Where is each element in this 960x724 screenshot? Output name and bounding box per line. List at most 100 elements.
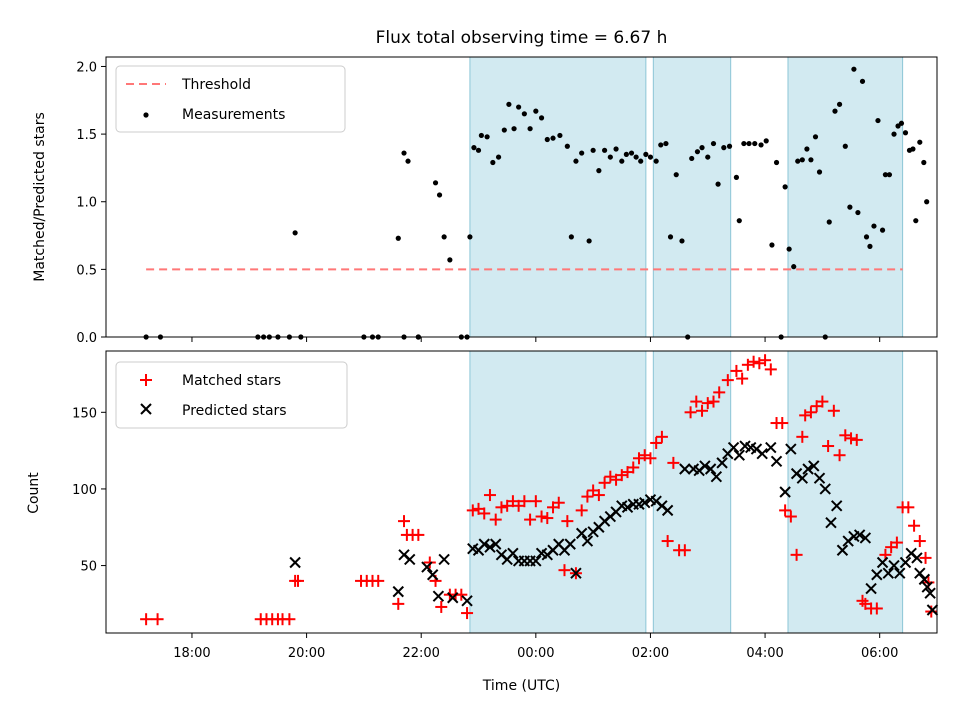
measurement-point [521, 111, 527, 117]
measurement-point [653, 158, 659, 164]
measurement-point [533, 108, 539, 114]
predicted-star-point [926, 604, 939, 616]
matched-star-point [435, 600, 448, 613]
measurement-point [623, 151, 629, 157]
measurement-point [596, 168, 602, 174]
legend-matched-swatch [140, 374, 152, 386]
matched-star-point [398, 515, 411, 528]
measurement-point [721, 145, 727, 151]
legend-predicted-swatch [140, 403, 152, 415]
measurement-point [550, 135, 556, 141]
top-y-tick-label: 0.0 [76, 331, 97, 346]
measurement-point [826, 219, 832, 225]
measurement-points [143, 66, 930, 340]
matched-star-point [466, 504, 479, 517]
measurement-point [667, 234, 674, 240]
measurement-point [436, 192, 443, 198]
measurement-point [602, 147, 608, 153]
predicted-star-point [564, 538, 576, 550]
predicted-star-point [876, 556, 889, 569]
matched-star-point [661, 535, 674, 548]
predicted-star-point [924, 587, 936, 599]
bottom-y-tick-label: 50 [80, 560, 97, 575]
predicted-star-point [575, 527, 588, 540]
measurement-point [917, 139, 923, 145]
matched-stars-points [140, 354, 938, 626]
predicted-star-point [770, 455, 783, 468]
matched-star-point [678, 544, 691, 557]
matched-star-point [721, 374, 734, 387]
x-tick-label: 00:00 [517, 646, 554, 661]
measurement-point [557, 132, 563, 139]
top-axes-frame [105, 56, 938, 338]
measurement-point [891, 131, 897, 137]
measurement-point [573, 158, 579, 164]
measurement-point [875, 117, 881, 124]
predicted-star-point [911, 552, 923, 564]
predicted-star-point [490, 538, 502, 550]
x-tick-label: 22:00 [402, 646, 439, 661]
predicted-star-point [289, 556, 301, 569]
top-y-tick-label: 0.5 [76, 263, 97, 278]
measurement-point [590, 147, 596, 153]
measurement-point [292, 230, 298, 236]
matched-star-point [779, 504, 792, 517]
predicted-star-point [859, 532, 872, 544]
measurement-point [808, 157, 814, 163]
matched-star-point [736, 372, 749, 385]
predicted-star-point [808, 460, 820, 472]
matched-star-point [890, 536, 903, 549]
measurement-point [924, 199, 930, 205]
measurement-point [607, 154, 613, 160]
measurement-point [746, 140, 752, 147]
bottom-y-ticks: 50 100 150 [72, 406, 106, 575]
predicted-star-point [432, 590, 445, 602]
predicted-star-point [785, 443, 797, 455]
predicted-star-point [621, 501, 634, 514]
predicted-star-point [765, 441, 777, 454]
measurement-point [699, 145, 705, 151]
legend-predicted-label: Predicted stars [182, 403, 287, 419]
measurement-point [441, 234, 447, 240]
matched-star-point [535, 510, 548, 523]
matched-star-point [902, 501, 915, 514]
predicted-star-point [865, 582, 877, 595]
matched-star-point [151, 613, 164, 626]
predicted-star-point [484, 541, 496, 553]
measurement-point [836, 101, 843, 107]
measurement-point [527, 126, 533, 132]
matched-star-point [747, 355, 760, 368]
matched-star-point [423, 556, 436, 569]
measurement-point [619, 158, 625, 164]
predicted-star-point [426, 569, 439, 581]
predicted-star-point [899, 556, 912, 569]
measurement-point [432, 180, 439, 186]
matched-star-point [644, 452, 657, 465]
matched-star-point [412, 528, 425, 541]
bottom-legend: Matched stars Predicted stars [115, 361, 348, 429]
measurement-point [795, 158, 801, 164]
measurement-point [816, 169, 823, 175]
predicted-star-point [461, 595, 473, 607]
predicted-star-point [507, 547, 519, 560]
measurement-point [804, 146, 810, 152]
matched-star-point [455, 588, 468, 601]
measurement-point [812, 134, 819, 140]
measurement-point [579, 150, 585, 156]
legend-measurements-swatch [143, 112, 149, 118]
predicted-star-point [871, 569, 883, 581]
predicted-star-point [530, 555, 542, 567]
x-tick-label: 02:00 [632, 646, 669, 661]
top-legend-box [115, 65, 346, 133]
measurement-point [471, 145, 477, 151]
measurement-point [495, 154, 502, 160]
predicted-star-point [438, 553, 450, 566]
x-tick-label: 18:00 [173, 646, 210, 661]
measurement-point [501, 127, 507, 133]
measurement-point [763, 138, 769, 144]
matched-star-point [541, 512, 554, 525]
matched-star-point [529, 495, 542, 508]
top-window-2 [787, 56, 904, 338]
matched-star-point [518, 495, 531, 508]
measurement-point [405, 158, 411, 164]
